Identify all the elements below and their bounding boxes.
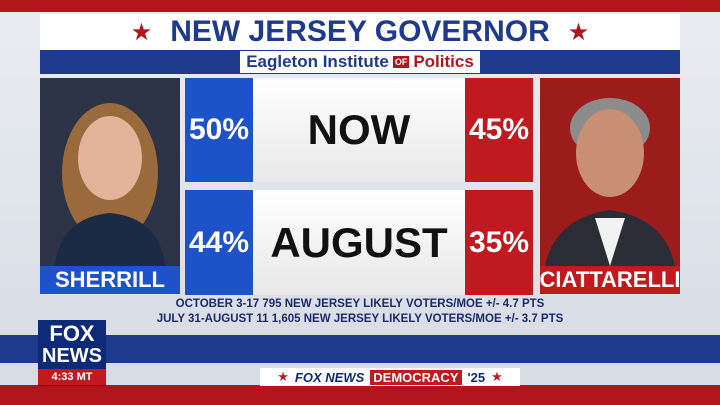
left-percent: 50%: [185, 78, 253, 182]
base-stripe: [0, 385, 720, 405]
candidate-name: CIATTARELLI: [539, 266, 681, 294]
candidate-photo: [540, 78, 680, 266]
sponsor-text: Politics: [413, 52, 474, 71]
sponsor: Eagleton Institute OF Politics: [240, 51, 480, 73]
candidate-photo: [40, 78, 180, 266]
sponsor-band: Eagleton Institute OF Politics: [40, 50, 680, 74]
row-label: AUGUST: [253, 190, 465, 295]
right-percent: 35%: [465, 190, 533, 295]
candidate-name: SHERRILL: [40, 266, 180, 294]
logo-bottom: NEWS: [42, 345, 102, 367]
results: 50% NOW 45% 44% AUGUST 35%: [185, 78, 533, 295]
ticker-year: '25: [467, 369, 486, 385]
logo-top: FOX: [49, 321, 95, 346]
note: JULY 31-AUGUST 11 1,605 NEW JERSEY LIKEL…: [156, 313, 564, 325]
ticker-show: DEMOCRACY: [370, 369, 462, 385]
ticker: ★ FOX NEWS DEMOCRACY '25 ★: [260, 368, 520, 386]
star: ★: [277, 369, 289, 384]
star: ★: [130, 18, 153, 46]
left-percent: 44%: [185, 190, 253, 295]
clock: 4:33 MT: [38, 369, 106, 385]
top-stripe: [0, 0, 720, 12]
row-label: NOW: [253, 78, 465, 182]
sponsor-text: Eagleton Institute: [246, 52, 389, 71]
sponsor-flag: OF: [392, 56, 410, 68]
ticker-brand: FOX NEWS: [294, 369, 365, 385]
title: NEW JERSEY GOVERNOR: [170, 15, 550, 48]
star: ★: [567, 18, 590, 46]
note: OCTOBER 3-17 795 NEW JERSEY LIKELY VOTER…: [175, 298, 545, 310]
star: ★: [491, 369, 503, 384]
right-percent: 45%: [465, 78, 533, 182]
bottom-stripe: [0, 335, 720, 363]
title-bar: ★ NEW JERSEY GOVERNOR ★: [40, 14, 680, 50]
network-logo: FOX NEWS 4:33 MT: [38, 320, 106, 386]
